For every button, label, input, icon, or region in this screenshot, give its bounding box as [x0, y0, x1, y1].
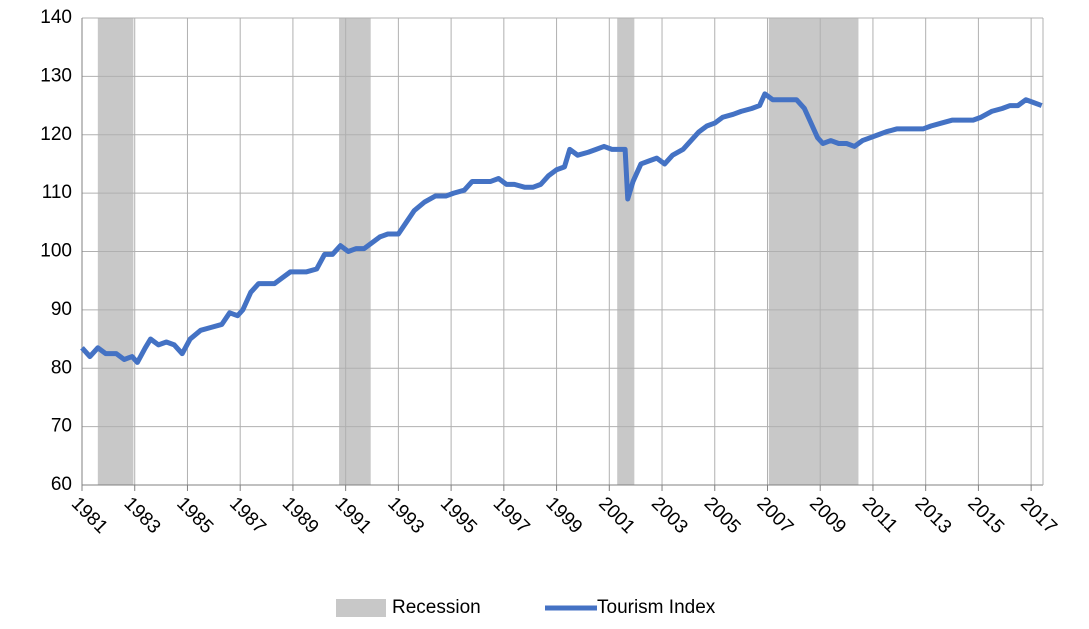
- x-tick-label: 1993: [383, 493, 428, 538]
- x-tick-label: 2003: [647, 493, 692, 538]
- x-tick-label: 2001: [594, 493, 639, 538]
- y-tick-label: 130: [40, 65, 72, 86]
- y-tick-label: 90: [51, 299, 72, 320]
- x-tick-label: 1989: [278, 493, 323, 538]
- legend-label: Tourism Index: [597, 597, 716, 618]
- x-tick-label: 2005: [700, 493, 745, 538]
- x-tick-label: 2009: [805, 493, 850, 538]
- x-tick-label: 1987: [225, 493, 270, 538]
- x-tick-label: 1983: [120, 493, 165, 538]
- x-tick-label: 2007: [752, 493, 797, 538]
- y-tick-label: 120: [40, 124, 72, 145]
- y-tick-label: 70: [51, 416, 72, 437]
- x-tick-label: 1999: [541, 493, 586, 538]
- x-tick-label: 2011: [858, 493, 902, 537]
- y-tick-label: 60: [51, 474, 72, 495]
- y-tick-label: 110: [42, 182, 72, 203]
- x-tick-label: 2017: [1016, 493, 1061, 538]
- x-tick-label: 2015: [963, 493, 1008, 538]
- x-tick-label: 1985: [172, 493, 217, 538]
- y-tick-label: 140: [40, 7, 72, 28]
- x-tick-label: 1995: [436, 493, 481, 538]
- x-tick-label: 1981: [67, 493, 112, 538]
- legend-swatch: [336, 599, 386, 617]
- data-line: [80, 91, 1043, 365]
- x-tick-label: 1997: [489, 493, 534, 538]
- legend-label: Recession: [392, 597, 481, 618]
- y-tick-label: 80: [51, 357, 72, 378]
- x-tick-label: 1991: [331, 493, 376, 538]
- y-tick-label: 100: [40, 241, 72, 262]
- x-tick-label: 2013: [911, 493, 956, 538]
